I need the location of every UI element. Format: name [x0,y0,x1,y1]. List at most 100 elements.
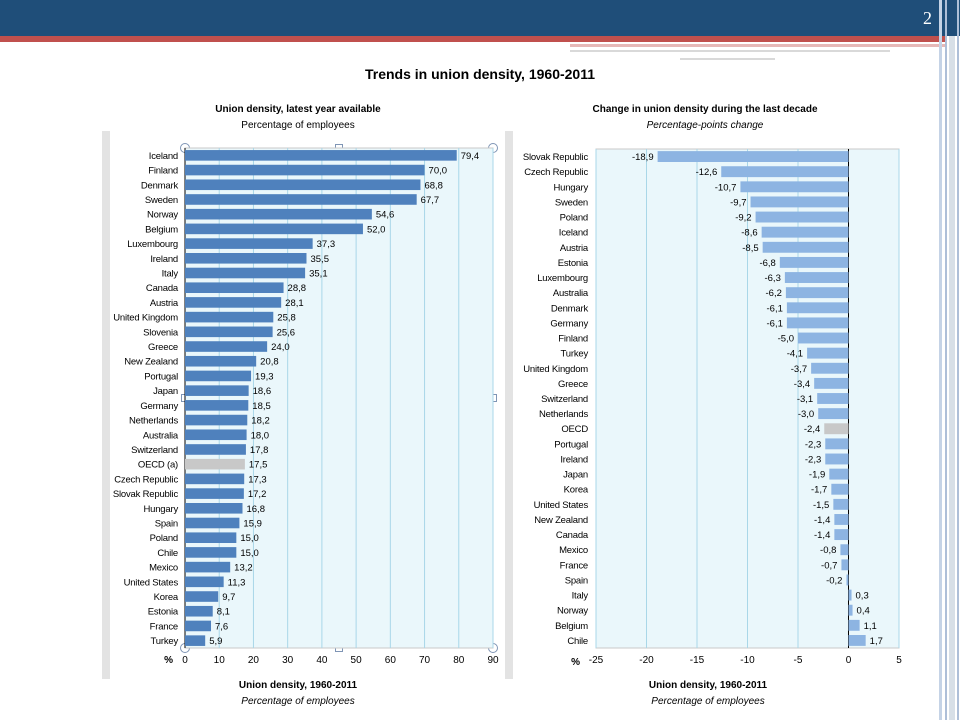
left-chart-x-tick-label: 10 [214,655,226,666]
right-chart-category-label: Luxembourg [537,273,588,284]
left-chart-value-label: 20,8 [260,357,279,368]
right-chart-value-label: -6,1 [767,303,783,314]
accent-stripe [0,36,945,42]
right-chart-value-label: -4,1 [787,349,803,360]
left-chart-value-label: 18,2 [251,416,269,427]
left-chart-bar-germany [185,400,249,411]
left-chart-footer-subtitle: Percentage of employees [241,696,354,707]
right-chart-value-label: -2,3 [805,439,821,450]
left-chart-category-label: OECD (a) [138,460,178,471]
right-chart-category-label: Austria [560,243,589,254]
right-bar-chart: -25 -20 -15 -10 -5 0 5 Slovak Republic -18,9 Czec… [523,148,902,666]
right-chart-category-label: United States [534,500,589,511]
right-chart-bar-italy [848,589,852,601]
right-chart-bar-poland [755,211,849,223]
right-chart-value-label: -3,4 [794,379,810,390]
accent-stripe-light [570,44,945,47]
left-chart-category-label: Belgium [145,224,178,235]
right-chart-value-label: -6,8 [759,258,775,269]
left-chart-bar-japan [185,385,249,396]
left-chart-value-label: 79,4 [461,151,480,162]
left-chart-category-label: Japan [153,386,178,397]
right-chart-x-tick-label: 0 [846,655,852,666]
right-chart-value-label: 1,1 [864,621,877,632]
decorative-side-bars [935,0,960,720]
right-chart-bar-greece [814,377,849,389]
right-chart-bar-iceland [761,226,849,238]
left-chart-category-label: Estonia [148,607,179,618]
left-chart-bar-italy [185,267,306,279]
left-chart-unit-label: % [164,655,173,666]
right-chart-category-label: Germany [550,318,588,329]
left-chart-category-label: Korea [154,592,179,603]
left-chart-bar-luxembourg [185,238,313,249]
left-chart-x-tick-label: 50 [351,655,363,666]
right-chart-bar-norway [848,604,853,616]
right-chart-value-label: -0,2 [826,575,842,586]
right-chart-category-label: Australia [553,288,589,299]
right-chart-bar-chile [848,634,866,646]
right-chart-bar-sweden [750,196,849,208]
left-chart-value-label: 17,2 [248,489,267,500]
left-chart-bar-turkey [185,635,206,646]
left-chart-x-tick-label: 60 [385,655,397,666]
right-chart-bar-hungary [740,181,849,193]
right-chart-value-label: -1,7 [811,485,827,496]
left-chart-value-label: 15,9 [243,519,262,530]
left-chart-subtitle: Percentage of employees [241,120,354,131]
right-chart-category-label: Iceland [559,228,588,239]
left-chart-bar-united-states [185,576,224,588]
right-chart-bar-france [841,559,849,571]
left-chart-bar-estonia [185,605,213,617]
left-chart-value-label: 28,8 [288,283,307,294]
right-chart-value-label: -3,1 [797,394,813,405]
left-chart-value-label: 16,8 [246,504,265,515]
right-chart-title: Change in union density during the last … [592,104,817,115]
right-chart-category-label: Finland [558,334,588,345]
right-chart-value-label: -1,4 [814,530,830,541]
right-chart-bar-portugal [825,438,849,450]
left-chart-category-label: Spain [155,519,178,530]
right-chart-bar-united-states [833,498,849,510]
left-chart-category-label: Finland [148,166,178,177]
right-chart-category-label: Poland [560,213,588,224]
right-chart-category-label: Hungary [553,182,588,193]
right-chart-category-label: Spain [565,575,588,586]
left-chart-value-label: 18,6 [253,386,271,397]
left-chart-value-label: 28,1 [285,298,304,309]
left-chart-value-label: 13,2 [234,563,253,574]
right-chart-value-label: -3,0 [798,409,814,420]
left-chart-value-label: 5,9 [209,636,222,647]
page-title: Trends in union density, 1960-2011 [364,66,596,82]
left-chart-bar-mexico [185,561,231,573]
left-chart-bar-korea [185,591,219,602]
left-chart-category-label: Turkey [151,636,179,647]
left-chart-bar-czech-republic [185,473,245,485]
left-chart-value-label: 25,8 [277,313,296,324]
right-chart-category-label: Portugal [554,439,588,450]
left-chart-x-tick-label: 90 [487,655,499,666]
right-chart-category-label: Estonia [558,258,589,269]
right-chart-value-label: -2,3 [805,454,821,465]
right-chart-category-label: Mexico [559,545,588,556]
left-chart-category-label: New Zealand [124,357,178,368]
left-chart-bar-slovak-republic [185,488,244,499]
left-chart-category-label: Mexico [149,563,178,574]
right-chart-category-label: France [560,560,588,571]
right-chart-category-label: OECD [561,424,588,435]
left-bar-chart: 0 10 20 30 40 50 60 70 80 90 Iceland 79,4 Finland 70,… [113,147,499,666]
right-chart-x-tick-label: 5 [896,655,902,666]
left-chart-bar-norway [185,208,372,220]
right-chart-bar-ireland [825,453,849,465]
left-chart-x-tick-label: 30 [282,655,294,666]
left-chart-bar-spain [185,517,240,529]
left-chart-bar-austria [185,297,282,308]
right-chart-bar-germany [786,317,849,329]
left-chart-category-label: United Kingdom [113,313,178,324]
left-chart-bar-australia [185,429,247,441]
left-chart-value-label: 18,0 [251,430,270,441]
right-chart-value-label: 0,4 [857,606,870,617]
left-chart-value-label: 7,6 [215,621,228,632]
divider-line-short [680,58,775,60]
